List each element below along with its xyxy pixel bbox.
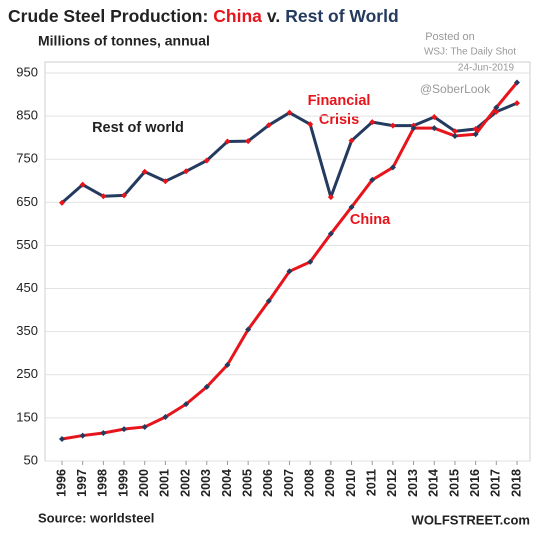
point-marker	[389, 122, 396, 129]
point-marker	[183, 401, 190, 408]
title-part: v.	[267, 6, 280, 26]
point-marker	[327, 230, 334, 237]
point-marker	[183, 168, 190, 175]
x-tick-label: 2018	[509, 469, 523, 497]
point-marker	[451, 128, 458, 135]
point-marker	[224, 361, 231, 368]
point-marker	[162, 414, 169, 421]
x-tick-label: 2015	[447, 469, 461, 497]
x-tick-label: 2006	[261, 469, 275, 497]
x-tick-label: 2011	[365, 469, 379, 496]
point-marker	[431, 113, 438, 120]
x-tick-label: 2017	[489, 469, 503, 497]
point-marker	[327, 194, 334, 201]
point-marker	[79, 181, 86, 188]
crisis-annotation: Financial	[308, 93, 371, 109]
point-marker	[307, 121, 314, 128]
x-tick-label: 2012	[385, 469, 399, 497]
point-marker	[203, 383, 210, 390]
point-marker	[472, 126, 479, 133]
plot-area	[44, 61, 531, 465]
posted-label: Posted on	[425, 31, 475, 43]
x-tick-label: 1998	[96, 469, 110, 497]
x-tick-label: 2014	[427, 469, 441, 497]
point-marker	[307, 258, 314, 265]
y-tick-label: 550	[16, 237, 38, 252]
subtitle: Millions of tonnes, annual	[38, 33, 210, 49]
point-marker	[493, 104, 500, 111]
y-tick-label: 350	[16, 323, 38, 338]
x-tick-label: 2001	[158, 469, 172, 497]
point-marker	[100, 429, 107, 436]
y-tick-label: 450	[16, 280, 38, 295]
point-marker	[121, 426, 128, 433]
chart-title: Crude Steel Production: China v. Rest of Wo…	[8, 6, 399, 26]
x-tick-label: 2004	[220, 469, 234, 497]
point-marker	[245, 138, 252, 145]
point-marker	[514, 100, 520, 107]
point-marker	[224, 138, 231, 145]
y-tick-label: 150	[16, 409, 38, 424]
point-marker	[121, 192, 128, 199]
rest-annotation: Rest of world	[92, 120, 184, 136]
x-tick-label: 2002	[178, 469, 192, 497]
x-tick-label: 2007	[282, 469, 296, 497]
point-marker	[79, 432, 86, 439]
point-marker	[472, 131, 479, 138]
y-tick-label: 850	[16, 108, 38, 123]
point-marker	[431, 125, 438, 132]
point-marker	[348, 137, 355, 144]
point-marker	[59, 199, 65, 206]
china-annotation: China	[350, 212, 391, 228]
point-marker	[410, 125, 417, 132]
title-part: Rest of World	[285, 6, 398, 26]
point-marker	[59, 436, 65, 443]
source: Source: worldsteel	[38, 510, 154, 525]
title-part: Crude Steel Production:	[8, 6, 208, 26]
x-tick-label: 2009	[323, 469, 337, 497]
point-marker	[451, 132, 458, 139]
point-marker	[245, 326, 252, 333]
point-marker	[286, 109, 293, 116]
y-tick-label: 50	[24, 452, 38, 467]
point-marker	[348, 204, 355, 211]
posted-source: WSJ: The Daily Shot	[424, 47, 516, 58]
crisis-annotation: Crisis	[319, 112, 359, 128]
point-marker	[369, 119, 376, 126]
point-marker	[100, 193, 107, 200]
point-marker	[286, 268, 293, 275]
point-marker	[141, 168, 148, 175]
point-marker	[369, 176, 376, 183]
y-tick-label: 250	[16, 366, 38, 381]
title-part: China	[213, 6, 262, 26]
y-tick-label: 750	[16, 151, 38, 166]
point-marker	[162, 178, 169, 185]
point-marker	[265, 298, 272, 305]
point-marker	[203, 157, 210, 164]
handle: @SoberLook	[420, 82, 491, 96]
x-tick-label: 2010	[344, 469, 358, 497]
x-tick-label: 1996	[54, 469, 68, 497]
brand: WOLFSTREET.com	[412, 512, 530, 527]
y-tick-label: 650	[16, 194, 38, 209]
x-tick-label: 1999	[116, 469, 130, 497]
x-tick-label: 1997	[75, 469, 89, 497]
y-tick-label: 950	[16, 64, 38, 79]
point-marker	[514, 79, 520, 86]
x-tick-label: 2003	[199, 469, 213, 497]
point-marker	[141, 423, 148, 430]
x-tick-label: 2016	[468, 469, 482, 497]
point-marker	[389, 164, 396, 171]
x-tick-label: 2005	[240, 469, 254, 497]
point-marker	[265, 122, 272, 129]
x-tick-label: 2013	[406, 469, 420, 497]
x-tick-label: 2008	[302, 469, 316, 497]
point-marker	[493, 108, 500, 115]
x-tick-label: 2000	[137, 469, 151, 497]
posted-date: 24-Jun-2019	[458, 63, 515, 74]
